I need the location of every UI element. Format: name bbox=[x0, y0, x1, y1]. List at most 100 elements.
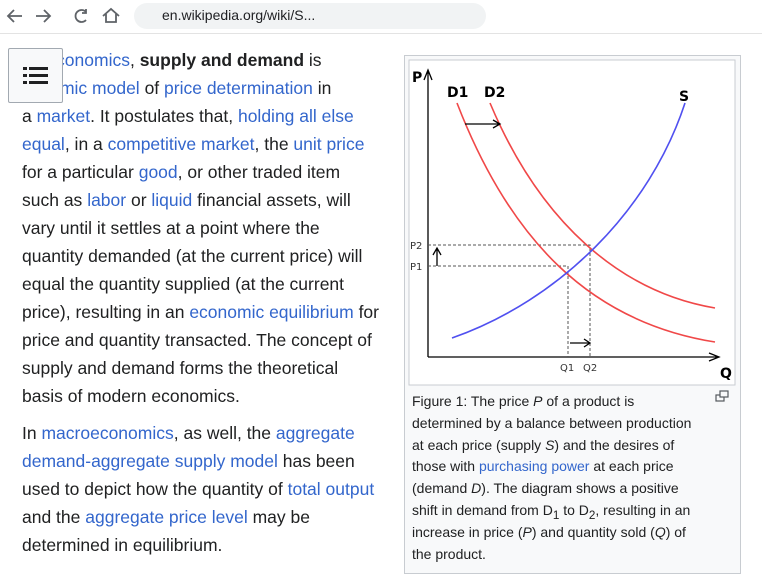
link[interactable]: aggregate price level bbox=[85, 507, 248, 527]
caption-line: at each price (supply S) and the desires… bbox=[412, 436, 674, 454]
text: Q bbox=[654, 523, 666, 540]
text-line: and the aggregate price level may be bbox=[22, 507, 310, 527]
text-line: a market. It postulates that, holding al… bbox=[22, 106, 354, 126]
enlarge-icon[interactable] bbox=[715, 390, 729, 402]
text-line: determined in equilibrium. bbox=[22, 535, 222, 555]
text: a bbox=[22, 106, 37, 126]
text: , resulting in an bbox=[595, 502, 691, 518]
p1-label: P1 bbox=[410, 262, 422, 273]
text-line: quantity demanded (at the current price)… bbox=[22, 246, 362, 266]
text: . It postulates that, bbox=[90, 106, 238, 126]
caption-line: the product. bbox=[412, 545, 486, 563]
link[interactable]: aggregate bbox=[275, 423, 355, 443]
text: , bbox=[129, 50, 140, 70]
text-line: for a particular good, or other traded i… bbox=[22, 162, 340, 182]
text: , the bbox=[254, 134, 294, 154]
shift-arrow bbox=[465, 119, 502, 129]
text: Figure 1: The price bbox=[412, 393, 534, 409]
caption-line: shift in demand from D1 to D2, resulting… bbox=[412, 501, 690, 525]
text: basis of modern economics. bbox=[22, 386, 240, 406]
text: price), resulting in an bbox=[22, 302, 190, 322]
quantity-arrow bbox=[570, 338, 592, 348]
link[interactable]: competitive market bbox=[107, 134, 255, 154]
link[interactable]: unit price bbox=[293, 134, 365, 154]
link[interactable]: market bbox=[36, 106, 91, 126]
text: is bbox=[304, 50, 322, 70]
back-button[interactable] bbox=[6, 9, 22, 23]
text: determined in equilibrium. bbox=[22, 535, 223, 555]
text-line: such as labor or liquid financial assets… bbox=[22, 190, 351, 210]
menu-button[interactable] bbox=[8, 48, 63, 103]
text: those with bbox=[412, 458, 479, 475]
text: S bbox=[545, 436, 555, 453]
text: quantity demanded (at the current price)… bbox=[22, 246, 363, 266]
text: and the bbox=[22, 507, 86, 527]
text-line: vary until it settles at a point where t… bbox=[22, 218, 320, 238]
home-button[interactable] bbox=[102, 7, 120, 23]
link[interactable]: labor bbox=[87, 190, 127, 210]
caption-line: determined by a balance between producti… bbox=[412, 414, 691, 432]
text-line: equal, in a competitive market, the unit… bbox=[22, 134, 364, 154]
url[interactable]: en.wikipedia.org/wiki/S... bbox=[162, 7, 316, 23]
text-line: basis of modern economics. bbox=[22, 386, 240, 406]
reload-button[interactable] bbox=[74, 9, 87, 23]
address-bar[interactable] bbox=[134, 3, 486, 29]
p-axis bbox=[423, 68, 433, 357]
text: of a product is bbox=[542, 393, 635, 409]
text: or bbox=[126, 190, 152, 210]
menu-icon bbox=[23, 67, 48, 84]
q-axis-label: Q bbox=[720, 366, 732, 382]
link[interactable]: price determination bbox=[164, 78, 313, 98]
link[interactable]: equal bbox=[22, 134, 65, 154]
text: vary until it settles at a point where t… bbox=[22, 218, 320, 238]
link[interactable]: liquid bbox=[151, 190, 193, 210]
supply-curve bbox=[451, 102, 686, 339]
q2-label: Q2 bbox=[583, 363, 597, 374]
text-line: price and quantity transacted. The conce… bbox=[22, 330, 372, 350]
q-axis bbox=[428, 352, 721, 362]
text-line: used to depict how the quantity of total… bbox=[22, 479, 374, 499]
forward-button[interactable] bbox=[36, 9, 52, 23]
link[interactable]: good bbox=[138, 162, 178, 182]
link[interactable]: holding all else bbox=[237, 106, 354, 126]
text: , in a bbox=[64, 134, 108, 154]
demand-curve-1 bbox=[456, 102, 716, 343]
text: of bbox=[139, 78, 165, 98]
text: shift in demand from D bbox=[412, 502, 553, 518]
p2-label: P2 bbox=[410, 241, 422, 252]
text: has been bbox=[277, 451, 355, 471]
text: P bbox=[533, 393, 543, 409]
text: for bbox=[353, 302, 379, 322]
text: P bbox=[522, 523, 532, 540]
link[interactable]: economic equilibrium bbox=[189, 302, 354, 322]
demand-curve-2 bbox=[489, 102, 716, 309]
text-line: supply and demand forms the theoretical bbox=[22, 358, 338, 378]
text: (demand bbox=[412, 480, 472, 497]
caption-line: increase in price (P) and quantity sold … bbox=[412, 523, 686, 541]
caption-line: Figure 1: The price P of a product is bbox=[412, 392, 634, 410]
d1-label: D1 bbox=[447, 85, 468, 101]
text: ) and quantity sold ( bbox=[531, 523, 655, 540]
text: price and quantity transacted. The conce… bbox=[22, 330, 372, 350]
equilibrium-1-guides bbox=[428, 265, 569, 357]
d2-label: D2 bbox=[484, 85, 505, 101]
s-label: S bbox=[679, 89, 689, 105]
link[interactable]: total output bbox=[287, 479, 375, 499]
text: at each price bbox=[589, 458, 674, 475]
link[interactable]: macroeconomics bbox=[41, 423, 174, 443]
text: , as well, the bbox=[173, 423, 276, 443]
price-arrow bbox=[432, 246, 442, 266]
text: the product. bbox=[412, 545, 486, 562]
link[interactable]: demand-aggregate supply model bbox=[22, 451, 278, 471]
text: increase in price ( bbox=[412, 523, 523, 540]
text: ). The diagram shows a positive bbox=[481, 480, 679, 497]
text: 2 bbox=[588, 508, 596, 522]
p-axis-label: P bbox=[412, 70, 422, 86]
text: ) of bbox=[665, 523, 686, 540]
caption-line: (demand D). The diagram shows a positive bbox=[412, 479, 679, 497]
text: for a particular bbox=[22, 162, 139, 182]
text: 1 bbox=[552, 508, 560, 522]
link[interactable]: purchasing power bbox=[478, 458, 590, 475]
